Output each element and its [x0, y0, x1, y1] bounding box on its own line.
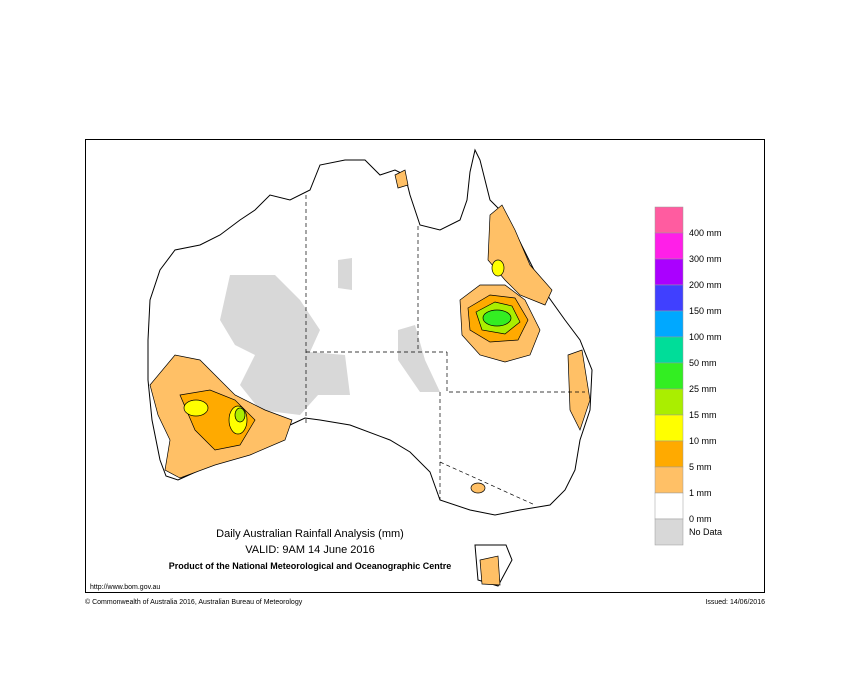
legend-swatch — [654, 440, 684, 468]
legend-label: 200 mm — [689, 280, 722, 290]
no-data-area — [220, 275, 350, 415]
legend-label: 100 mm — [689, 332, 722, 342]
legend-label: 15 mm — [689, 410, 717, 420]
rain-1-5mm — [470, 482, 486, 494]
legend-swatch — [654, 206, 684, 234]
url: http://www.bom.gov.au — [90, 584, 160, 591]
legend-swatch — [654, 388, 684, 416]
legend-swatch — [654, 336, 684, 364]
product-note: Product of the National Meteorological a… — [169, 561, 452, 571]
no-data-area — [398, 325, 440, 392]
rain-10-15mm — [183, 399, 209, 417]
issued-date: Issued: 14/06/2016 — [705, 599, 765, 606]
legend-label: 25 mm — [689, 384, 717, 394]
rain-15-25mm — [234, 407, 246, 423]
rain-25-50mm — [482, 309, 512, 327]
legend-swatch — [654, 466, 684, 494]
legend-label: 300 mm — [689, 254, 722, 264]
legend-label: 10 mm — [689, 436, 717, 446]
legend-swatch — [654, 258, 684, 286]
legend-swatch — [654, 310, 684, 338]
copyright: © Commonwealth of Australia 2016, Austra… — [85, 598, 303, 606]
legend-swatch — [654, 232, 684, 260]
legend-swatch — [654, 284, 684, 312]
legend-swatch — [654, 492, 684, 520]
rain-1-5mm — [394, 169, 409, 189]
legend-label: 5 mm — [689, 462, 712, 472]
state-borders — [305, 195, 585, 506]
valid-time: VALID: 9AM 14 June 2016 — [245, 544, 374, 556]
legend-label: 150 mm — [689, 306, 722, 316]
rain-1-5mm — [567, 349, 591, 431]
legend-swatch — [654, 362, 684, 390]
legend-swatch — [654, 518, 684, 546]
rain-1-5mm — [479, 555, 501, 586]
legend-swatch — [654, 414, 684, 442]
legend-label: 0 mm — [689, 514, 712, 524]
legend-label: 50 mm — [689, 358, 717, 368]
rain-10-15mm — [491, 259, 505, 277]
legend-label: No Data — [689, 527, 722, 537]
no-data-area — [338, 258, 352, 290]
legend-label: 400 mm — [689, 228, 722, 238]
map-title: Daily Australian Rainfall Analysis (mm) — [216, 528, 404, 540]
legend-label: 1 mm — [689, 488, 712, 498]
